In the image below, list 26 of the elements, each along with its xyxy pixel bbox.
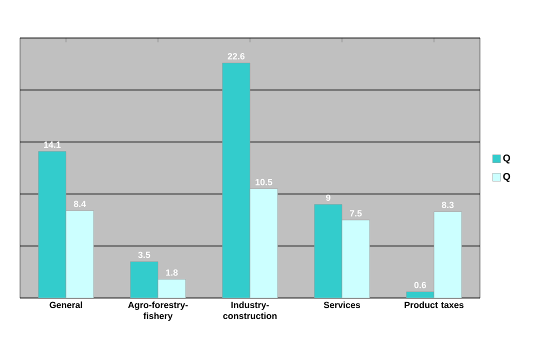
legend-label: Q: [503, 154, 510, 164]
bar: [158, 279, 186, 298]
data-label: 8.3: [442, 202, 454, 208]
bar: [66, 210, 94, 298]
data-label: 0.6: [414, 282, 426, 288]
bar: [250, 188, 278, 298]
bar: [38, 151, 66, 298]
bar: [434, 211, 462, 298]
x-tick-label: Product taxes: [404, 302, 464, 308]
x-tick-label: Services: [324, 302, 360, 308]
legend-label: Q: [503, 172, 510, 182]
x-tick-label: Agro-forestry-fishery: [128, 302, 188, 321]
data-label: 3.5: [138, 252, 150, 258]
bar: [222, 62, 250, 298]
data-label: 10.5: [256, 178, 272, 186]
bar: [130, 261, 158, 298]
x-tick-label: General: [50, 302, 82, 308]
data-label: 7.5: [350, 210, 362, 216]
data-label: 9: [326, 194, 330, 201]
data-label: 8.4: [74, 200, 86, 208]
x-tick-label: Industry-construction: [223, 302, 277, 320]
bar: [342, 220, 370, 298]
bar: [314, 204, 342, 298]
data-label: 14.1: [44, 142, 61, 148]
data-label: 22.6: [228, 53, 245, 60]
data-label: 1.8: [166, 269, 178, 276]
